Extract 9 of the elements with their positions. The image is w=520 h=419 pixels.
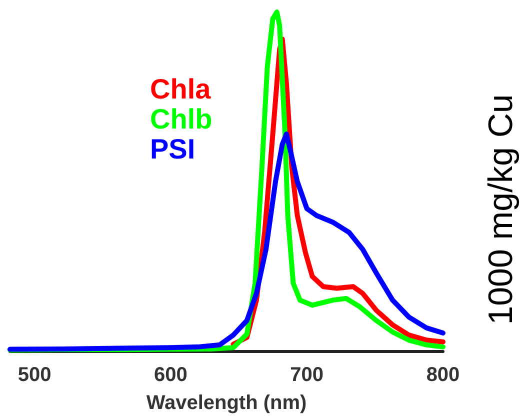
text: Chla [150, 74, 212, 104]
x-tick-label: 700 [290, 364, 324, 386]
x-tick-label: 500 [18, 364, 52, 386]
series-label: Chlb [150, 104, 212, 134]
text: PSI [150, 134, 196, 164]
x-axis-title: Wavelength (nm) [146, 392, 307, 414]
y-axis-title: 1000 mg/kg Cu [482, 94, 520, 325]
x-tick-label: 600 [154, 364, 188, 386]
x-tick-label: 800 [426, 364, 460, 386]
